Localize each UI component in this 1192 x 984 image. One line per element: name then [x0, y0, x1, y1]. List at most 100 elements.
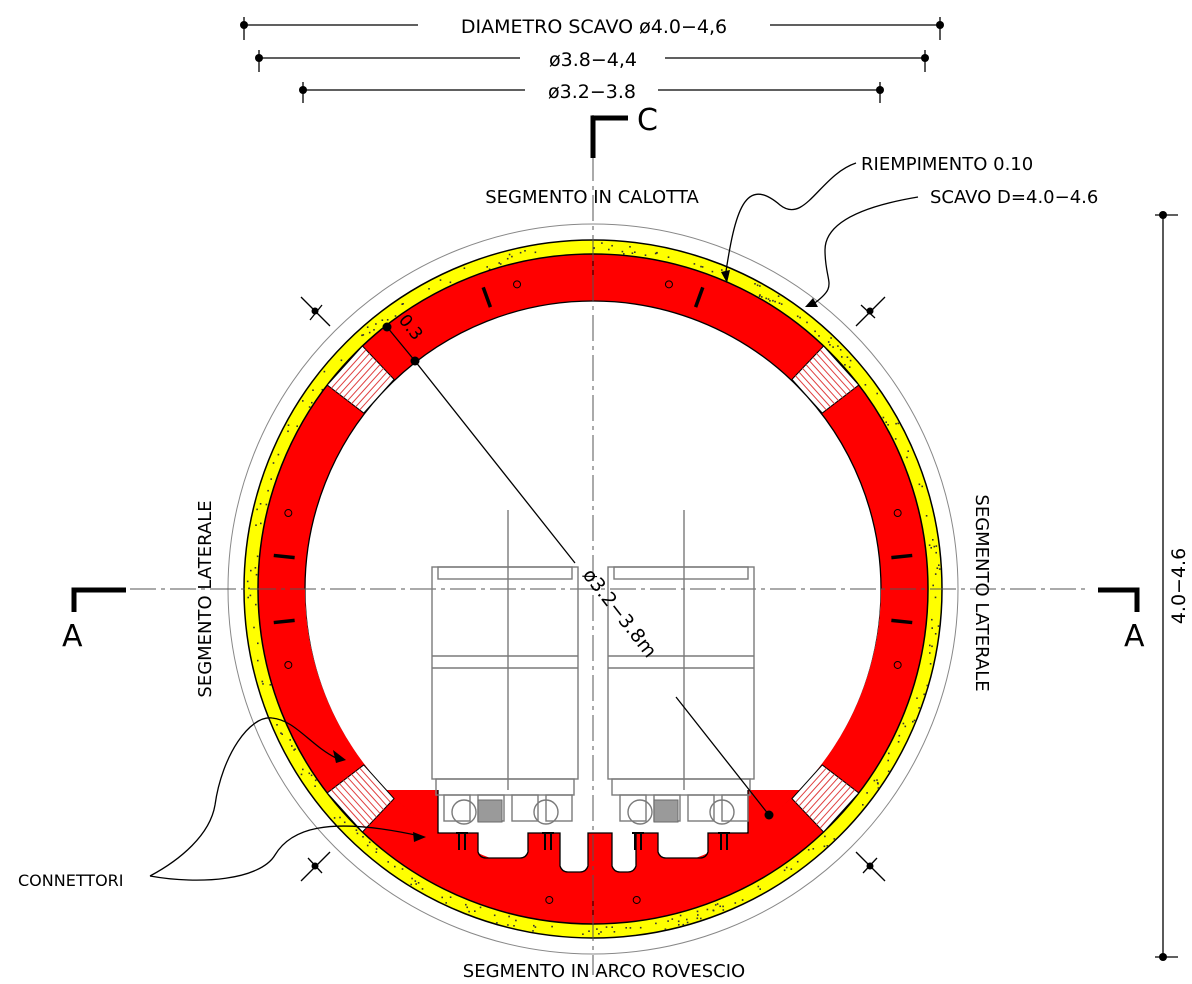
backfill-speckle: [741, 899, 744, 901]
joint-hatch-line: [330, 349, 367, 389]
backfill-speckle: [785, 866, 788, 869]
joint-hatch-line: [335, 353, 370, 392]
backfill-speckle: [474, 910, 476, 912]
backfill-speckle: [506, 257, 509, 260]
backfill-speckle: [582, 933, 584, 935]
backfill-speckle: [929, 652, 931, 654]
backfill-speckle: [938, 564, 940, 566]
backfill-speckle: [247, 596, 249, 599]
lateral-segment-left-label: SEGMENTO LATERALE: [195, 500, 216, 697]
joint-hatch-line: [809, 780, 843, 818]
backfill-speckle: [441, 896, 443, 899]
backfill-speckle: [765, 297, 767, 300]
backfill-speckle: [621, 250, 624, 253]
inner-diameter-leader-lower: [675, 696, 770, 816]
backfill-speckle: [885, 421, 887, 423]
joint-hatch-line: [359, 375, 391, 411]
backfill-speckle: [394, 865, 396, 868]
backfill-speckle: [280, 732, 282, 734]
backfill-speckle: [259, 503, 262, 505]
backfill-speckle: [493, 914, 496, 917]
vehicle-bogie-part: [545, 794, 573, 822]
backfill-speckle: [931, 627, 933, 629]
backfill-speckle: [701, 266, 704, 268]
backfill-speckle: [410, 883, 412, 886]
joint-hatch-line: [802, 773, 835, 811]
backfill-speckle: [722, 905, 724, 908]
backfill-speckle: [926, 684, 929, 687]
lining-circle-mark: [284, 509, 293, 518]
backfill-speckle: [254, 567, 257, 569]
backfill-speckle: [375, 323, 377, 325]
backfill-speckle: [864, 384, 867, 386]
backfill-speckle: [261, 680, 264, 683]
backfill-speckle: [613, 931, 616, 933]
section-mark-a-left: [71, 587, 126, 612]
backfill-speckle: [818, 335, 820, 337]
backfill-speckle: [894, 438, 897, 440]
invert-platform: [332, 790, 856, 877]
backfill-speckle: [302, 768, 304, 771]
joint-hatch-line: [355, 371, 388, 408]
backfill-speckle: [265, 503, 268, 506]
backfill-speckle: [333, 817, 336, 819]
backfill-speckle: [308, 406, 311, 408]
lining-circle-mark: [513, 280, 522, 289]
backfill-speckle: [644, 254, 647, 256]
ring-details: [273, 280, 913, 904]
backfill-speckle: [806, 321, 808, 324]
backfill-speckle: [255, 603, 257, 606]
backfill-speckle: [289, 739, 291, 741]
joint-hatch-line: [805, 364, 839, 401]
backfill-speckle: [693, 263, 696, 265]
segment-joints: [326, 254, 860, 924]
backfill-speckle: [366, 326, 369, 328]
backfill-speckle: [253, 626, 255, 629]
backfill-speckle: [262, 683, 264, 685]
backfill-speckle: [696, 910, 699, 913]
backfill-speckle: [887, 770, 890, 773]
backfill-speckle: [772, 299, 774, 302]
vehicle-bogie-part: [721, 794, 749, 822]
vehicle-wheel: [709, 799, 735, 825]
backfill-speckle: [294, 748, 296, 750]
backfill-speckle: [837, 345, 839, 347]
backfill-speckle: [697, 914, 699, 916]
excavation-label: SCAVO D=4.0−4.6: [930, 187, 1098, 208]
backfill-speckle: [623, 253, 625, 255]
backfill-speckle: [916, 697, 918, 699]
backfill-speckle: [876, 782, 879, 784]
backfill-speckle: [866, 792, 868, 794]
backfill-speckle: [761, 296, 763, 298]
backfill-speckle: [929, 663, 932, 665]
backfill-speckle: [415, 883, 417, 885]
backfill-speckle: [780, 303, 783, 305]
backfill-speckle: [887, 424, 889, 426]
backfill-speckle: [362, 334, 365, 336]
backfill-speckle: [402, 303, 404, 305]
backfill-speckle: [414, 880, 417, 882]
backfill-speckle: [777, 295, 780, 297]
vehicle-bogie-part: [511, 794, 539, 822]
joint-hatch-line: [809, 360, 843, 398]
backfill-speckle: [912, 720, 914, 723]
backfill-speckle: [774, 300, 776, 303]
lining-circle-mark: [664, 280, 673, 289]
vehicle-roof: [613, 566, 749, 580]
joint-hatch-line: [355, 770, 388, 807]
backfill-speckle: [832, 346, 834, 348]
vehicle-wheel: [533, 799, 559, 825]
backfill-speckle: [629, 927, 632, 929]
joint-hatch-line: [343, 360, 377, 398]
backfill-speckle: [677, 920, 680, 923]
backfill-speckle: [534, 926, 537, 928]
backfill-speckle: [796, 860, 799, 863]
lining-circle-mark: [893, 660, 902, 669]
backfill-speckle: [935, 551, 937, 554]
inner-diameter-point-bottom: [764, 810, 774, 820]
backfill-speckle: [790, 868, 793, 870]
backfill-speckle: [826, 845, 829, 847]
backfill-speckle: [401, 303, 403, 305]
backfill-speckle: [907, 450, 909, 452]
